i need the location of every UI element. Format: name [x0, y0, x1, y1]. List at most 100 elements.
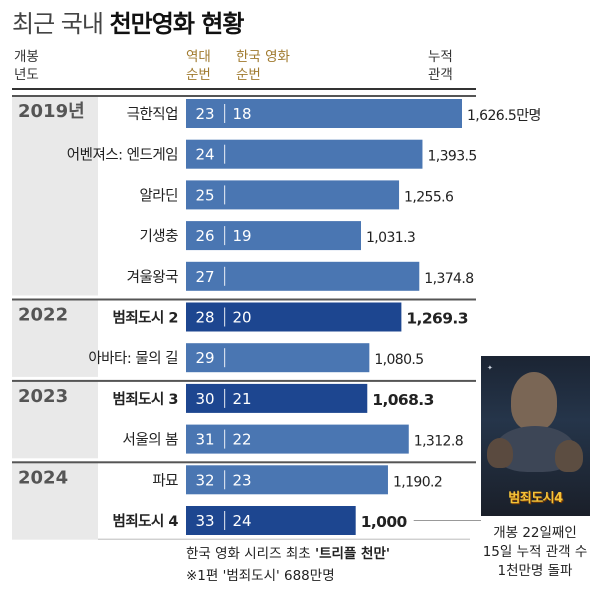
header-year-line1: 개봉: [14, 49, 39, 65]
rank-all-label: 33: [195, 512, 214, 530]
year-label: 2023: [18, 386, 68, 407]
bar: [186, 383, 368, 413]
year-label: 2022: [18, 305, 68, 326]
title-light: 최근 국내: [12, 10, 104, 38]
poster-figure-main: [511, 372, 557, 430]
year-divider: [12, 461, 476, 464]
title-bold: 천만영화 현황: [109, 10, 245, 38]
rank-all-label: 28: [195, 309, 214, 327]
rank-separator: [224, 307, 226, 327]
rank-korean-label: 20: [232, 309, 251, 327]
movie-name: 극한직업: [127, 106, 178, 123]
value-label: 1,031.3: [366, 230, 415, 246]
value-label: 1,269.3: [406, 310, 468, 328]
movie-name: 범죄도시 4: [113, 513, 179, 530]
footnote-line1: 한국 영화 시리즈 최초 '트리플 천만': [186, 544, 390, 564]
rank-separator: [224, 226, 226, 246]
year-divider: [12, 298, 476, 301]
rank-separator: [224, 185, 226, 205]
footnote-prefix: 한국 영화 시리즈 최초: [186, 546, 315, 562]
bar: [186, 261, 420, 291]
rank-separator: [224, 429, 226, 449]
movie-name: 알라딘: [139, 187, 178, 204]
poster-caption-line3: 1천만명 돌파: [497, 563, 573, 579]
rank-korean-label: 24: [232, 512, 251, 530]
year-divider: [12, 379, 476, 382]
poster-title: 범죄도시4: [508, 491, 563, 506]
header-rank-all-line2: 순번: [186, 67, 211, 83]
poster-caption-line1: 개봉 22일째인: [493, 525, 577, 541]
footnote-bold: '트리플 천만': [314, 546, 391, 562]
movie-name: 범죄도시 2: [113, 310, 179, 327]
poster-figure-right: [555, 440, 583, 472]
poster-caption-line2: 15일 누적 관객 수: [482, 544, 588, 560]
bar: [186, 302, 402, 332]
header-audience-line1: 누적: [428, 49, 453, 65]
movie-name: 기생충: [139, 228, 178, 245]
rank-all-label: 32: [195, 471, 214, 489]
movie-name: 겨울왕국: [127, 269, 179, 286]
rank-all-label: 30: [195, 390, 214, 408]
rank-all-label: 26: [195, 227, 214, 245]
rank-separator: [224, 388, 226, 408]
value-label: 1,068.3: [372, 391, 434, 409]
rank-separator: [224, 470, 226, 490]
bar: [186, 424, 409, 454]
value-label: 1,626.5만명: [467, 108, 541, 124]
bar: [186, 221, 362, 251]
bar: [186, 506, 356, 535]
bar: [186, 180, 400, 210]
rank-korean-label: 22: [232, 431, 251, 449]
year-divider: [12, 95, 476, 97]
rank-korean-label: 21: [232, 390, 251, 408]
bar: [186, 343, 370, 373]
year-band: [12, 95, 98, 296]
header-rank-all-line1: 역대: [186, 49, 211, 65]
poster-festival-badge: ✦: [487, 364, 493, 372]
year-label: 2019년: [18, 101, 85, 122]
bottom-rule: [98, 538, 470, 540]
rank-korean-label: 18: [232, 105, 251, 123]
movie-name: 범죄도시 3: [113, 391, 179, 408]
bar: [186, 465, 388, 495]
rank-korean-label: 23: [232, 471, 251, 489]
rank-separator: [224, 348, 226, 368]
rank-all-label: 31: [195, 431, 214, 449]
rank-separator: [224, 266, 226, 286]
year-band: [12, 379, 98, 459]
value-label: 1,374.8: [424, 271, 473, 287]
movie-name: 서울의 봄: [123, 432, 179, 449]
rank-korean-label: 19: [232, 227, 251, 245]
movie-name: 파묘: [152, 472, 178, 489]
bar: [186, 99, 462, 128]
rank-separator: [224, 104, 226, 123]
header-audience-line2: 관객: [428, 67, 453, 83]
rank-all-label: 25: [195, 186, 214, 204]
rank-all-label: 23: [195, 105, 214, 123]
header-rank-korean-line2: 순번: [236, 67, 261, 83]
header-rank-korean-line1: 한국 영화: [236, 49, 290, 65]
header-divider: [12, 88, 476, 90]
bar: [186, 139, 423, 169]
rank-separator: [224, 144, 226, 164]
header-year-line2: 년도: [14, 67, 39, 83]
movie-poster: ✦ 범죄도시4: [481, 356, 590, 516]
rank-all-label: 29: [195, 349, 214, 367]
year-band: [12, 461, 98, 540]
year-label: 2024: [18, 467, 68, 488]
value-label: 1,190.2: [393, 474, 442, 490]
value-label: 1,393.5: [427, 149, 476, 165]
value-label: 1,080.5: [374, 352, 423, 368]
value-label: 1,255.6: [404, 189, 454, 205]
rank-all-label: 24: [195, 146, 214, 164]
movie-name: 아바타: 물의 길: [88, 350, 178, 367]
poster-caption: 개봉 22일째인 15일 누적 관객 수 1천만명 돌파: [472, 524, 598, 581]
footnote-line2: ※1편 '범죄도시' 688만명: [186, 568, 335, 584]
value-label: 1,312.8: [414, 434, 463, 450]
value-label: 1,000: [361, 513, 408, 531]
movie-name: 어벤져스: 엔드게임: [67, 147, 178, 164]
